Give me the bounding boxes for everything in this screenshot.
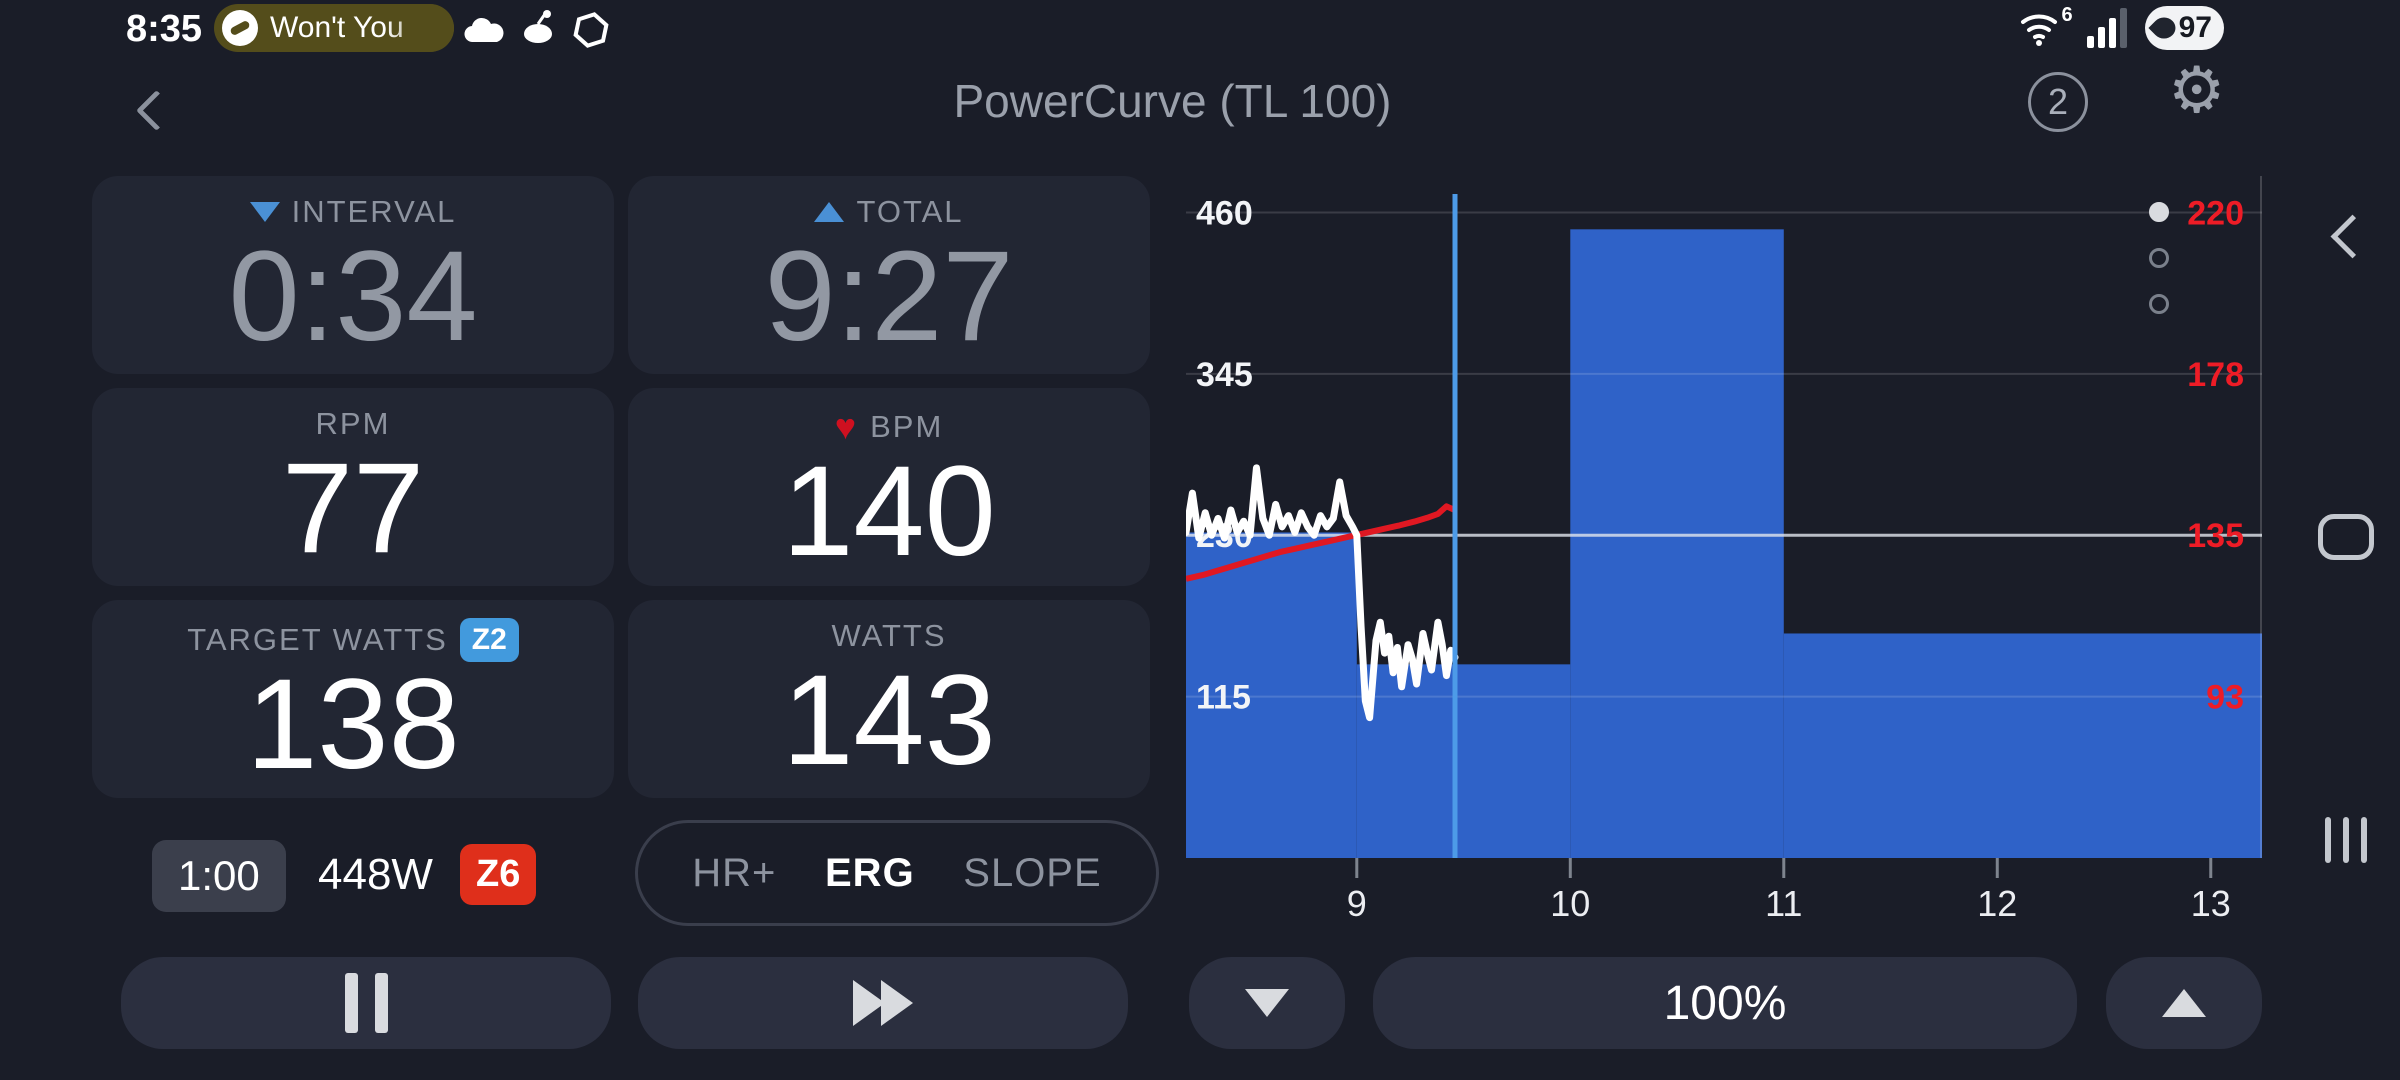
rpm-label: RPM (315, 406, 391, 441)
svg-text:93: 93 (2206, 679, 2244, 717)
intensity-value-button[interactable]: 100% (1373, 957, 2077, 1049)
battery-saver-leaf-icon (2148, 12, 2180, 44)
rpm-card: RPM 77 (92, 388, 614, 586)
intensity-up-icon (2162, 989, 2206, 1017)
interval-label: INTERVAL (291, 194, 457, 229)
chart-page-dots[interactable] (2149, 202, 2169, 314)
total-up-triangle-icon (814, 202, 845, 222)
target-watts-card: TARGET WATTS Z2 138 (92, 600, 614, 798)
svg-text:135: 135 (2187, 517, 2244, 555)
notification-text-fade (384, 4, 454, 52)
zone-badge: Z2 (459, 618, 519, 662)
chart-page-dot[interactable] (2149, 202, 2169, 222)
next-interval-power: 448W (318, 850, 433, 899)
svg-text:10: 10 (1550, 883, 1590, 918)
rpm-value: 77 (281, 437, 425, 580)
interval-card: INTERVAL 0:34 (92, 176, 614, 374)
clock: 8:35 (126, 8, 203, 50)
bpm-label: BPM (870, 409, 944, 444)
total-label: TOTAL (856, 194, 964, 229)
media-app-icon (222, 10, 258, 46)
svg-text:345: 345 (1196, 356, 1253, 394)
android-recents-icon (2325, 817, 2367, 863)
svg-text:220: 220 (2187, 194, 2244, 232)
watts-card: WATTS 143 (628, 600, 1150, 798)
pause-icon (344, 973, 388, 1033)
battery-percent: 97 (2178, 11, 2212, 44)
watts-value: 143 (782, 649, 996, 792)
next-interval-zone-badge: Z6 (460, 844, 537, 905)
svg-text:460: 460 (1196, 194, 1253, 232)
settings-gear-icon[interactable]: ⚙ (2168, 54, 2226, 126)
svg-text:11: 11 (1765, 883, 1802, 918)
battery-icon: 97 (2144, 6, 2224, 50)
intensity-down-button[interactable] (1189, 957, 1345, 1049)
wifi-icon: 6 (2017, 4, 2073, 50)
media-notification-title: Won't You (270, 11, 404, 44)
workout-chart[interactable]: 460 220 345 178 230 135 115 93 9 10 11 12 13 (1182, 176, 2262, 924)
android-home-button[interactable] (2306, 497, 2386, 577)
target-watts-label: TARGET WATTS (187, 622, 448, 657)
android-recents-button[interactable] (2306, 800, 2386, 880)
total-value: 9:27 (764, 225, 1014, 368)
svg-text:178: 178 (2187, 356, 2244, 394)
media-notification-pill[interactable]: Won't You (214, 4, 454, 52)
svg-text:115: 115 (1196, 679, 1251, 717)
intensity-up-button[interactable] (2106, 957, 2262, 1049)
interval-value: 0:34 (228, 225, 478, 368)
chart-page-dot[interactable] (2149, 248, 2169, 268)
svg-text:12: 12 (1977, 883, 2017, 918)
reddit-icon (524, 10, 552, 43)
next-interval-duration-chip[interactable]: 1:00 (152, 840, 286, 912)
android-back-icon (2329, 218, 2363, 252)
total-card: TOTAL 9:27 (628, 176, 1150, 374)
connected-devices-button[interactable]: 2 (2028, 72, 2088, 132)
cellular-signal-icon (2086, 8, 2127, 48)
android-back-button[interactable] (2306, 195, 2386, 275)
android-home-icon (2318, 514, 2374, 560)
svg-text:13: 13 (2191, 883, 2231, 918)
heart-icon: ♥ (834, 406, 859, 447)
wifi-generation-label: 6 (2061, 4, 2073, 26)
mode-selector: HR+ ERG SLOPE (635, 820, 1159, 926)
cloud-icon (464, 17, 504, 43)
mode-option-hr[interactable]: HR+ (692, 850, 777, 895)
hexagon-app-icon (573, 12, 609, 48)
status-bar: 8:35 Won't You 6 (0, 0, 2400, 60)
target-watts-value: 138 (246, 653, 460, 796)
fast-forward-icon (853, 980, 913, 1026)
bpm-value: 140 (782, 440, 996, 583)
pause-button[interactable] (121, 957, 611, 1049)
watts-label: WATTS (831, 618, 947, 653)
chart-page-dot[interactable] (2149, 294, 2169, 314)
page-title: PowerCurve (TL 100) (953, 75, 1392, 127)
bpm-card: ♥ BPM 140 (628, 388, 1150, 586)
mode-option-erg[interactable]: ERG (825, 850, 915, 895)
skip-interval-button[interactable] (638, 957, 1128, 1049)
interval-down-triangle-icon (249, 202, 280, 222)
mode-option-slope[interactable]: SLOPE (963, 850, 1102, 895)
intensity-down-icon (1245, 989, 1289, 1017)
svg-text:9: 9 (1347, 883, 1367, 918)
